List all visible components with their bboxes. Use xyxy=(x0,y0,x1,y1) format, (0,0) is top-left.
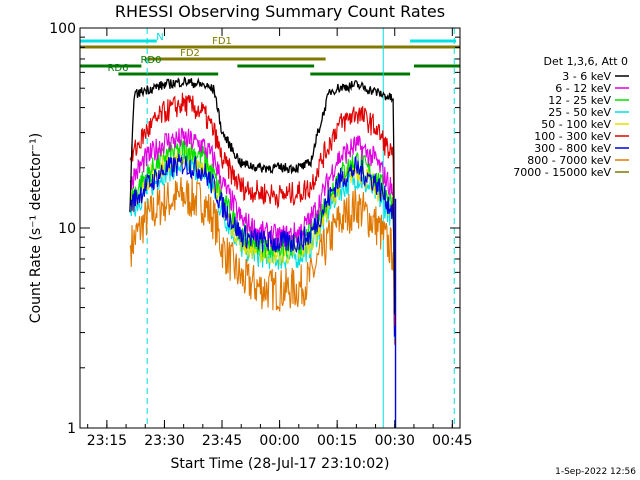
legend-label-4: 50 - 100 keV xyxy=(541,118,611,131)
legend-label-3: 25 - 50 keV xyxy=(548,106,611,119)
y-tick-label-1: 10 xyxy=(58,221,76,237)
x-tick-label-0: 23:15 xyxy=(87,433,127,449)
x-axis-label: Start Time (28-Jul-17 23:10:02) xyxy=(170,456,389,472)
legend-label-2: 12 - 25 keV xyxy=(548,94,611,107)
series-3-6-kev xyxy=(129,76,396,315)
flag-label-n: N xyxy=(156,32,163,43)
legend-label-0: 3 - 6 keV xyxy=(562,70,611,83)
flag-label-rd0: RD0 xyxy=(140,55,161,66)
series-100-300-kev xyxy=(129,92,396,327)
series-300-800-kev xyxy=(129,153,396,337)
series-800-7000-kev xyxy=(129,176,396,345)
flag-label-rd6: RD6 xyxy=(107,63,128,74)
legend-label-8: 7000 - 15000 keV xyxy=(513,166,611,179)
y-axis-label: Count Rate (s⁻¹ detector⁻¹) xyxy=(28,133,44,323)
flag-label-fd2: FD2 xyxy=(180,48,200,59)
x-tick-label-5: 00:30 xyxy=(375,433,415,449)
series-layer xyxy=(129,76,397,428)
series-6-12-kev xyxy=(129,127,396,333)
legend-header: Det 1,3,6, Att 0 xyxy=(544,55,628,68)
legend-label-1: 6 - 12 keV xyxy=(555,82,611,95)
x-tick-label-2: 23:45 xyxy=(202,433,242,449)
x-tick-label-1: 23:30 xyxy=(144,433,184,449)
flags-layer: N FD1 FD2 RD0 RD6 xyxy=(80,32,460,76)
x-tick-label-6: 00:45 xyxy=(432,433,472,449)
legend-label-6: 300 - 800 keV xyxy=(534,142,611,155)
legend-label-7: 800 - 7000 keV xyxy=(527,154,611,167)
x-tick-label-4: 00:15 xyxy=(317,433,357,449)
footer-timestamp: 1-Sep-2022 12:56 xyxy=(555,467,636,477)
x-tick-label-3: 00:00 xyxy=(259,433,299,449)
y-tick-label-0: 100 xyxy=(49,21,76,37)
y-tick-label-2: 1 xyxy=(67,421,76,437)
legend-label-5: 100 - 300 keV xyxy=(534,130,611,143)
chart-title: RHESSI Observing Summary Count Rates xyxy=(115,2,445,21)
flag-label-fd1: FD1 xyxy=(212,36,232,47)
axes-layer: 23:15 23:30 23:45 00:00 00:15 00:30 00:45 100 10… xyxy=(49,21,472,449)
